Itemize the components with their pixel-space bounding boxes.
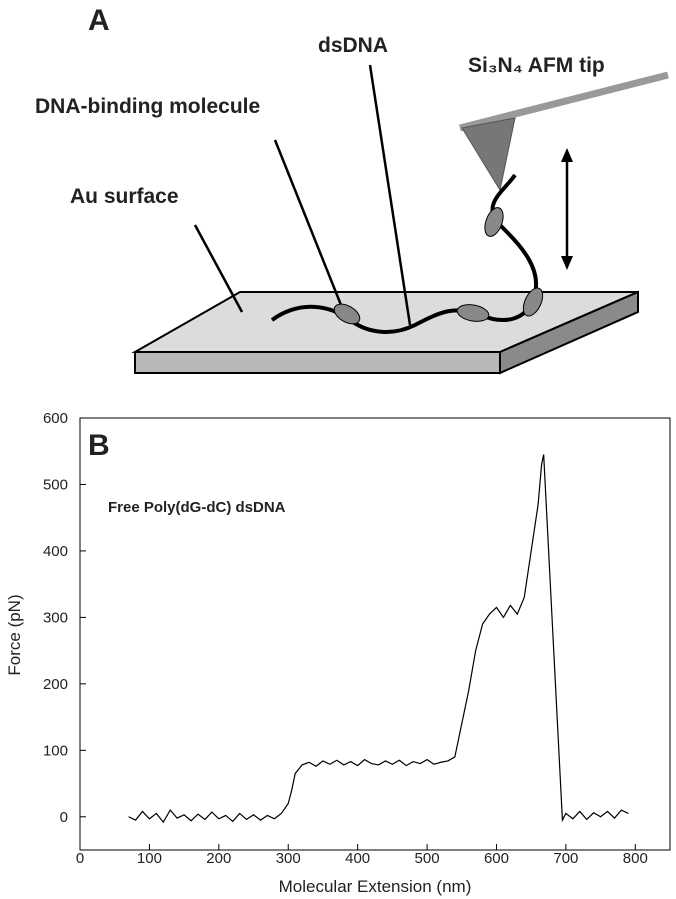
panel-label: B bbox=[88, 429, 110, 462]
y-tick-label: 500 bbox=[43, 476, 68, 493]
cantilever bbox=[459, 71, 669, 132]
y-tick-label: 100 bbox=[43, 742, 68, 759]
y-axis-label: Force (pN) bbox=[5, 594, 24, 675]
x-tick-label: 300 bbox=[276, 850, 301, 867]
molecule bbox=[456, 304, 490, 322]
x-tick-label: 800 bbox=[623, 850, 648, 867]
diagram: A dsDNA Si₃N₄ AFM tip DNA-binding molecu… bbox=[35, 4, 669, 375]
panel-label: A bbox=[88, 4, 110, 37]
pointer bbox=[273, 139, 347, 316]
molecule bbox=[522, 287, 544, 317]
x-tick-label: 600 bbox=[484, 850, 509, 867]
annotation: Free Poly(dG-dC) dsDNA bbox=[108, 499, 286, 516]
x-tick-label: 400 bbox=[345, 850, 370, 867]
x-axis-label: Molecular Extension (nm) bbox=[279, 877, 472, 896]
y-tick-label: 400 bbox=[43, 543, 68, 560]
pointer bbox=[193, 224, 244, 313]
arrow-head bbox=[561, 256, 573, 270]
plot-frame bbox=[79, 417, 671, 851]
y-tick-label: 300 bbox=[43, 609, 68, 626]
y-tick-label: 0 bbox=[60, 809, 68, 826]
x-tick-label: 500 bbox=[415, 850, 440, 867]
label: DNA-binding molecule bbox=[35, 95, 260, 118]
y-tick-label: 200 bbox=[43, 676, 68, 693]
label: Si₃N₄ AFM tip bbox=[468, 54, 605, 77]
x-tick-label: 0 bbox=[76, 850, 84, 867]
x-tick-label: 200 bbox=[206, 850, 231, 867]
x-tick-label: 100 bbox=[137, 850, 162, 867]
y-tick-label: 600 bbox=[43, 410, 68, 427]
surface-front bbox=[134, 351, 501, 374]
force-curve bbox=[128, 454, 629, 824]
molecule bbox=[484, 207, 504, 237]
label: Au surface bbox=[70, 185, 179, 208]
pointer bbox=[368, 64, 412, 326]
arrow-head bbox=[561, 148, 573, 162]
tip bbox=[461, 117, 516, 192]
label: dsDNA bbox=[318, 34, 388, 57]
x-tick-label: 700 bbox=[553, 850, 578, 867]
surface-side bbox=[499, 290, 639, 375]
molecule bbox=[333, 303, 361, 325]
